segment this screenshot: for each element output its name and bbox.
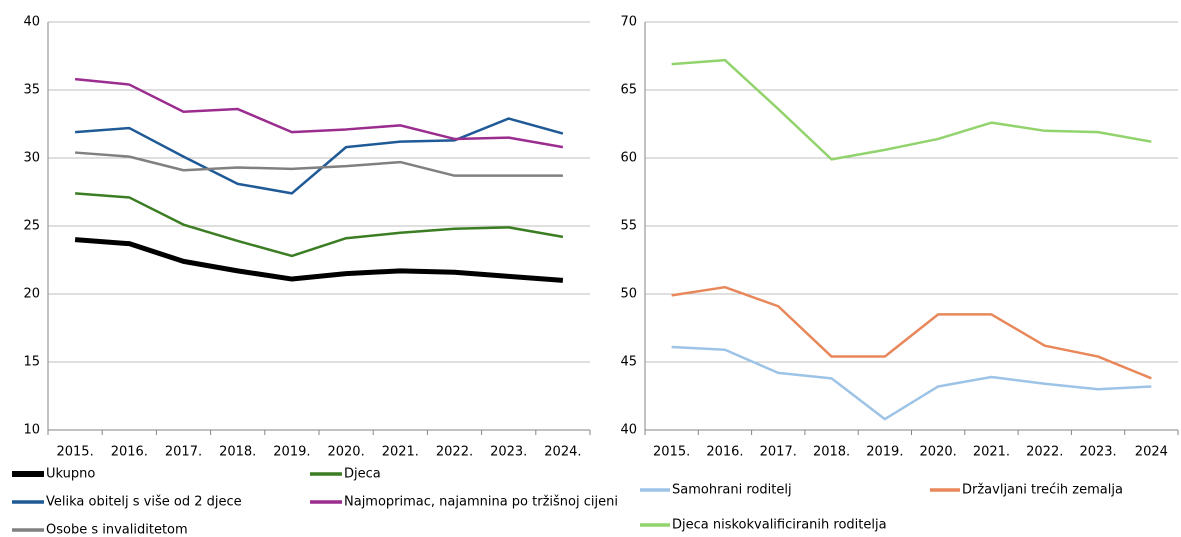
series-line [74,237,564,283]
y-tick-label: 65 [620,83,637,98]
x-tick-label: 2018. [219,445,256,460]
y-tick-label: 40 [23,15,40,30]
x-tick-label: 2021. [382,445,419,460]
y-tick-label: 15 [23,355,40,370]
y-tick-label: 70 [620,15,637,30]
x-tick-label: 2022. [1026,445,1063,460]
x-tick-label: 2022. [436,445,473,460]
series-line [74,77,564,149]
x-tick-label: 2015. [56,445,93,460]
x-tick-label: 2017. [760,445,797,460]
x-tick-label: 2017. [165,445,202,460]
x-tick-label: 2021. [973,445,1010,460]
y-tick-label: 20 [23,287,40,302]
y-tick-label: 60 [620,151,637,166]
legend-label: Ukupno [46,467,95,482]
x-tick-label: 2020. [920,445,957,460]
x-tick-label: 2018. [813,445,850,460]
x-tick-label: 2023. [1079,445,1116,460]
x-tick-label: 2019. [866,445,903,460]
x-tick-label: 2015. [653,445,690,460]
x-tick-label: 2016. [706,445,743,460]
y-tick-label: 50 [620,287,637,302]
x-tick-label: 2024 [1135,445,1168,460]
series-line [75,151,563,177]
y-tick-label: 35 [23,83,40,98]
y-tick-label: 55 [620,219,637,234]
series-line [75,117,564,195]
series-line [671,345,1152,421]
legend-label: Osobe s invaliditetom [46,523,188,537]
x-tick-label: 2023. [490,445,527,460]
legend-label: Djeca [344,467,381,482]
series-line [75,192,564,258]
y-tick-label: 30 [23,151,40,166]
x-tick-label: 2020. [327,445,364,460]
legend-label: Djeca niskokvalificiranih roditelja [672,518,887,533]
legend-label: Velika obitelj s više od 2 djece [46,495,242,510]
series-line [671,285,1152,380]
x-tick-label: 2016. [111,445,148,460]
legend-label: Državljani trećih zemalja [962,483,1123,498]
y-tick-label: 25 [23,219,40,234]
x-tick-label: 2019. [273,445,310,460]
y-tick-label: 10 [23,423,40,438]
legend-label: Samohrani roditelj [672,483,792,498]
series-line [671,58,1152,161]
y-tick-label: 45 [620,355,637,370]
legend-label: Najmoprimac, najamnina po tržišnoj cijen… [344,495,618,510]
x-tick-label: 2024. [544,445,581,460]
y-tick-label: 40 [620,423,637,438]
